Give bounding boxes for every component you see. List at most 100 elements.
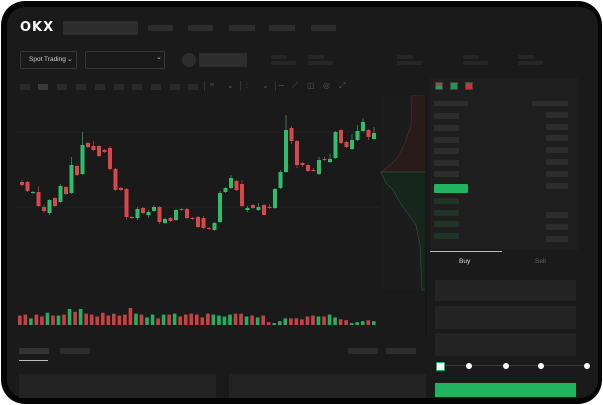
slider-track[interactable] [440, 365, 588, 366]
order-amount[interactable] [546, 236, 568, 242]
timeframe-button[interactable] [170, 84, 180, 90]
volume-bar [217, 315, 221, 325]
timeframe-button[interactable] [95, 84, 105, 90]
candle-up [317, 160, 321, 174]
bid-price[interactable] [434, 233, 459, 239]
volume-bar [100, 312, 105, 325]
timeframe-button[interactable] [114, 84, 124, 90]
tab-open-orders[interactable] [19, 348, 49, 354]
order-amount[interactable] [546, 171, 568, 177]
amount-input[interactable] [435, 306, 576, 329]
order-amount[interactable] [546, 183, 568, 189]
bid-price[interactable] [434, 210, 459, 216]
nav-item[interactable] [311, 25, 336, 31]
volume-bar [239, 313, 243, 325]
timeframe-button[interactable] [38, 84, 48, 90]
toolbar-divider [240, 81, 241, 91]
tab-buy[interactable]: Buy [459, 258, 471, 265]
slider-stop-50[interactable] [503, 363, 509, 369]
slider-stop-75[interactable] [538, 363, 544, 369]
orderbook-bids-icon[interactable] [450, 82, 458, 90]
slider-stop-100[interactable] [584, 363, 590, 369]
search-bar[interactable] [63, 21, 138, 35]
volume-bar [123, 314, 127, 325]
stat-value [397, 61, 422, 65]
ask-price[interactable] [434, 137, 459, 143]
candle-up [355, 131, 360, 140]
volume-bar [34, 314, 39, 325]
timeframe-button[interactable] [132, 84, 142, 90]
ask-price[interactable] [434, 160, 459, 166]
total-input[interactable] [435, 333, 576, 356]
order-amount[interactable] [546, 112, 568, 118]
tab-sell[interactable]: Sell [535, 258, 546, 265]
tab-order-history[interactable] [60, 348, 90, 354]
candlestick-chart[interactable] [0, 95, 430, 335]
timeframe-button[interactable] [151, 84, 161, 90]
order-amount[interactable] [546, 224, 568, 230]
bid-price[interactable] [434, 221, 459, 227]
timeframe-button[interactable] [188, 84, 198, 90]
volume-bar [294, 318, 299, 325]
chevron-down-icon[interactable]: ⌄ [227, 81, 234, 90]
orderbook-both-icon[interactable] [435, 82, 443, 90]
stat-label [463, 55, 479, 59]
chart-type-icon[interactable]: ⫶ [246, 81, 248, 90]
nav-item[interactable] [188, 25, 213, 31]
fullscreen-icon[interactable]: ⤢ [339, 81, 346, 90]
order-amount[interactable] [546, 212, 568, 218]
volume-bar [29, 318, 33, 325]
bid-price[interactable] [434, 198, 459, 204]
last-price [434, 184, 468, 193]
line-tool-icon[interactable]: ∼ [278, 81, 285, 90]
nav-item[interactable] [269, 25, 295, 31]
order-amount[interactable] [546, 159, 568, 165]
nav-item[interactable] [148, 25, 173, 31]
ask-price[interactable] [434, 171, 459, 177]
candle-up [212, 223, 217, 230]
nav-item[interactable] [229, 25, 255, 31]
volume-bar [95, 316, 100, 325]
camera-icon[interactable]: ◫ [307, 81, 315, 90]
volume-bar [51, 315, 55, 325]
indicator-icon[interactable]: ʷ [210, 81, 214, 90]
candle-down [168, 218, 173, 221]
volume-bar [150, 314, 155, 325]
slider-stop-25[interactable] [466, 363, 472, 369]
ask-price[interactable] [434, 125, 459, 131]
market-selector[interactable]: Spot Trading ⌄ [20, 51, 77, 69]
order-amount[interactable] [546, 147, 568, 153]
volume-bar [316, 316, 321, 325]
candle-up [278, 172, 283, 188]
filter-button[interactable] [348, 348, 378, 354]
volume-bar [161, 314, 166, 325]
settings-icon[interactable]: ◎ [323, 81, 330, 90]
volume-bar [360, 321, 365, 325]
orders-panel [19, 374, 216, 398]
candle-up [163, 219, 167, 223]
okx-logo[interactable]: OKX [20, 20, 55, 35]
volume-bar [89, 314, 94, 325]
order-amount[interactable] [546, 135, 568, 141]
stat-label [308, 55, 324, 59]
price-input[interactable] [435, 280, 576, 301]
ask-price[interactable] [434, 148, 459, 154]
order-amount[interactable] [546, 124, 568, 130]
candle-down [289, 128, 294, 141]
orderbook-asks-icon[interactable] [465, 82, 473, 90]
chevron-down-icon[interactable]: ⌄ [262, 81, 269, 90]
candle-down [251, 205, 255, 208]
candle-down [157, 207, 162, 222]
slider-handle[interactable] [436, 362, 445, 371]
timeframe-button[interactable] [57, 84, 67, 90]
pair-selector[interactable]: ⌄ [85, 51, 165, 69]
market-selector-label: Spot Trading [29, 56, 66, 63]
ask-price[interactable] [434, 113, 459, 119]
candle-up [174, 210, 178, 220]
buy-button[interactable] [435, 383, 576, 397]
timeframe-button[interactable] [20, 84, 30, 90]
pencil-icon[interactable]: ⟋ [292, 81, 298, 90]
candle-down [262, 205, 266, 215]
timeframe-button[interactable] [76, 84, 86, 90]
filter-button[interactable] [386, 348, 416, 354]
